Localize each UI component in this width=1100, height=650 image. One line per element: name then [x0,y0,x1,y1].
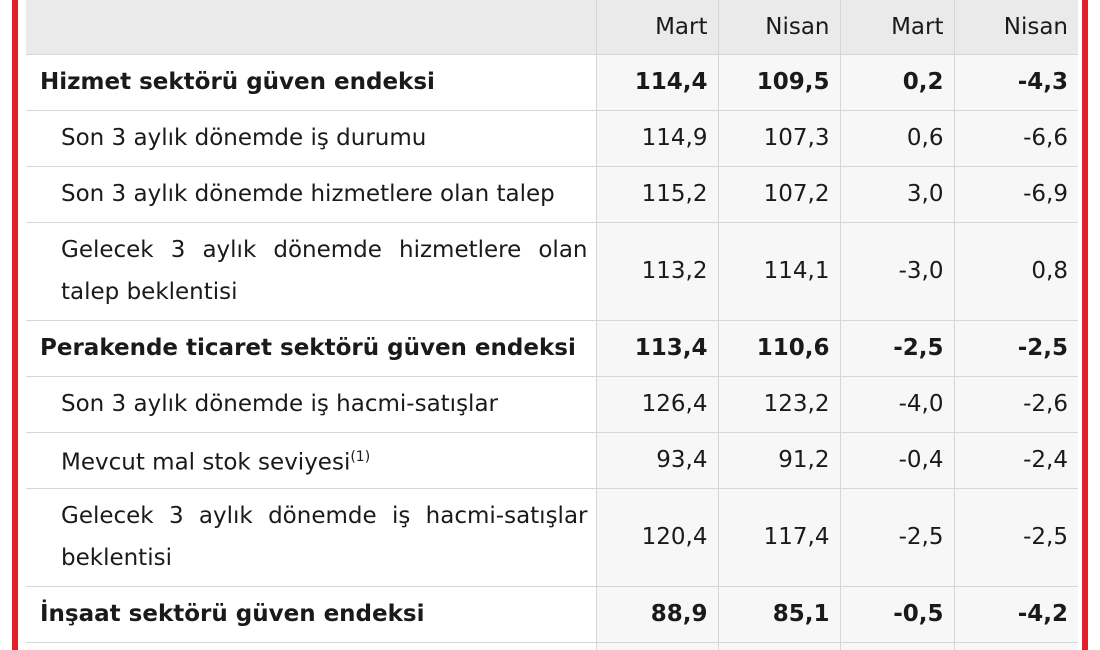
header-blank [26,0,597,55]
footnote-marker: (1) [350,449,371,466]
cell-value: 110,6 [718,320,841,377]
cell-value: -4,0 [840,376,955,433]
cell-value: 0,2 [840,54,955,111]
row-label: Son 3 aylık dönemde iş durumu [26,110,597,167]
cell-value: -2,6 [954,376,1078,433]
cell-value: 88,9 [596,586,719,643]
confidence-index-table: Mart Nisan Mart Nisan Hizmet sektörü güv… [26,0,1078,650]
table-row: Son 3 aylık dönemde iş hacmi-satışlar 12… [26,376,1078,433]
table-row: Gelecek 3 aylık dönemde hizmetlere olan … [26,222,1078,321]
cell-value: -6,9 [954,166,1078,223]
cell-value: -2,5 [954,320,1078,377]
row-label: Gelecek 3 aylık dönemde iş hacmi-satışla… [26,488,597,587]
table-row: İnşaat sektörü güven endeksi 88,9 85,1 -… [26,586,1078,643]
row-label: İnşaat sektörü güven endeksi [26,586,597,643]
cell-value: 113,2 [596,222,719,321]
table-frame: Mart Nisan Mart Nisan Hizmet sektörü güv… [12,0,1088,650]
table-row: Perakende ticaret sektörü güven endeksi … [26,320,1078,377]
cell-value: -4,2 [954,586,1078,643]
row-label: Perakende ticaret sektörü güven endeksi [26,320,597,377]
cell-value: 85,1 [718,586,841,643]
table-row: Son 3 aylık dönemde hizmetlere olan tale… [26,166,1078,223]
cell-value: -2,4 [954,432,1078,489]
cell-value: -2,5 [954,488,1078,587]
header-nisan-1: Nisan [718,0,841,55]
cell-value: 91,2 [718,432,841,489]
cell-value: 123,2 [718,376,841,433]
table-row: Son 3 aylık dönemde iş durumu 114,9 107,… [26,110,1078,167]
cell-value: 114,9 [596,110,719,167]
cell-value: 126,4 [596,376,719,433]
header-mart-1: Mart [596,0,719,55]
cell-value: -2,5 [840,488,955,587]
cell-value: -2,5 [840,320,955,377]
cell-value: 117,4 [718,488,841,587]
cell-value: 109,5 [718,54,841,111]
cell-value: -6,6 [954,110,1078,167]
header-nisan-2: Nisan [954,0,1078,55]
cell-value: 107,2 [718,166,841,223]
table-header: Mart Nisan Mart Nisan [26,0,1078,55]
cell-value: -0,4 [840,432,955,489]
row-label: Gelecek 3 aylık dönemde hizmetlere olan … [26,222,597,321]
row-label: Mevcut mal stok seviyesi(1) [26,432,597,489]
cell-value: 114,1 [718,222,841,321]
header-mart-2: Mart [840,0,955,55]
cell-value: -3,0 [840,222,955,321]
cell-empty [954,642,1078,650]
cell-value: -4,3 [954,54,1078,111]
row-label-text: Mevcut mal stok seviyesi [61,449,351,476]
header-row: Mart Nisan Mart Nisan [26,0,1078,55]
row-label: Son 3 aylık dönemde iş hacmi-satışlar [26,376,597,433]
cell-value: -0,5 [840,586,955,643]
row-label: Son 3 aylık dönemde hizmetlere olan tale… [26,166,597,223]
cell-empty [840,642,955,650]
cell-value: 93,4 [596,432,719,489]
cell-value: 0,6 [840,110,955,167]
cell-empty [596,642,719,650]
row-label-empty [26,642,597,650]
cell-value: 0,8 [954,222,1078,321]
cell-empty [718,642,841,650]
cell-value: 107,3 [718,110,841,167]
cell-value: 120,4 [596,488,719,587]
table-row: Mevcut mal stok seviyesi(1) 93,4 91,2 -0… [26,432,1078,489]
table-row: Hizmet sektörü güven endeksi 114,4 109,5… [26,54,1078,111]
row-label: Hizmet sektörü güven endeksi [26,54,597,111]
cell-value: 115,2 [596,166,719,223]
table-row-cutoff [26,642,1078,650]
table-row: Gelecek 3 aylık dönemde iş hacmi-satışla… [26,488,1078,587]
cell-value: 3,0 [840,166,955,223]
cell-value: 113,4 [596,320,719,377]
cell-value: 114,4 [596,54,719,111]
